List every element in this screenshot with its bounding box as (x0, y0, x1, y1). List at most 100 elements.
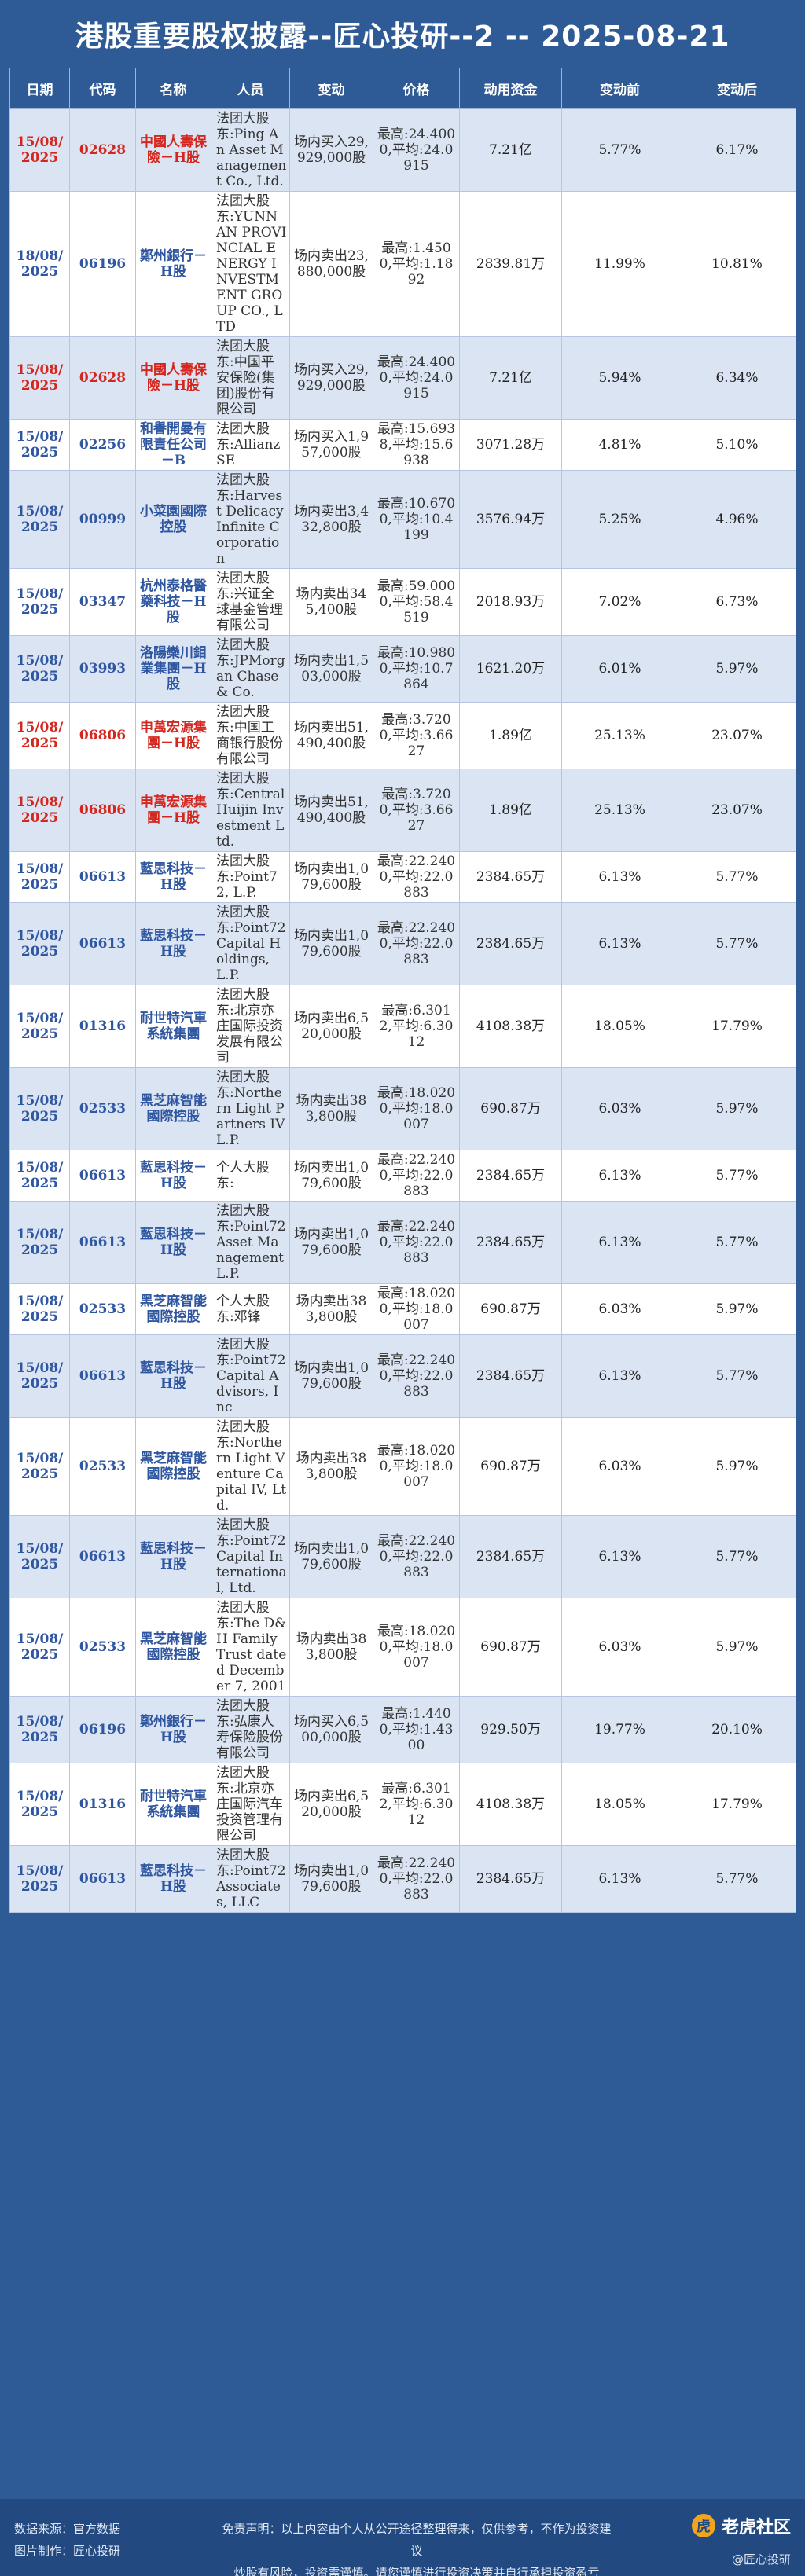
cell-action: 场内买入29,929,000股 (289, 108, 373, 192)
cell-action: 场内卖出383,800股 (289, 1417, 373, 1516)
cell-funds: 929.50万 (459, 1696, 562, 1763)
author-handle: @匠心投研 (731, 2552, 791, 2567)
cell-action: 场内卖出1,079,600股 (289, 1845, 373, 1913)
cell-name: 藍思科技－H股 (135, 851, 211, 903)
page-title: 港股重要股权披露--匠心投研--2 -- 2025-08-21 (75, 20, 730, 53)
cell-funds: 2018.93万 (459, 568, 562, 636)
cell-code: 06806 (69, 769, 136, 852)
cell-person: 法团大股东:YUNNAN PROVINCIAL ENERGY INVESTMEN… (211, 191, 290, 337)
cell-before: 18.05% (561, 1763, 678, 1846)
cell-price: 最高:22.2400,平均:22.0883 (373, 1515, 460, 1598)
disclaimer-line-1: 免责声明：以上内容由个人从公开途径整理得来，仅供参考，不作为投资建议 (222, 2522, 612, 2558)
cell-person: 个人大股东:邓锋 (211, 1283, 290, 1335)
cell-person: 个人大股东: (211, 1150, 290, 1202)
cell-price: 最高:3.7200,平均:3.6627 (373, 769, 460, 852)
cell-date: 15/08/2025 (9, 985, 70, 1068)
cell-price: 最高:1.4400,平均:1.4300 (373, 1696, 460, 1763)
col-header-price: 价格 (373, 68, 460, 109)
cell-before: 6.13% (561, 1845, 678, 1913)
cell-before: 6.13% (561, 851, 678, 903)
cell-funds: 2384.65万 (459, 902, 562, 985)
cell-after: 23.07% (678, 702, 796, 769)
cell-date: 15/08/2025 (9, 1515, 70, 1598)
cell-code: 06196 (69, 1696, 136, 1763)
cell-before: 5.94% (561, 336, 678, 420)
brand-logo: 虎 老虎社区 (691, 2513, 791, 2538)
cell-code: 06613 (69, 1150, 136, 1202)
cell-price: 最高:18.0200,平均:18.0007 (373, 1283, 460, 1335)
cell-price: 最高:22.2400,平均:22.0883 (373, 1845, 460, 1913)
cell-name: 藍思科技－H股 (135, 1515, 211, 1598)
cell-after: 5.77% (678, 1845, 796, 1913)
cell-date: 15/08/2025 (9, 1417, 70, 1516)
cell-price: 最高:10.6700,平均:10.4199 (373, 470, 460, 569)
cell-date: 15/08/2025 (9, 769, 70, 852)
cell-funds: 2384.65万 (459, 1334, 562, 1418)
table-row: 15/08/2025 02628 中國人壽保險－H股 法团大股东:Ping An As… (9, 108, 796, 192)
cell-person: 法团大股东:兴证全球基金管理有限公司 (211, 568, 290, 636)
cell-name: 洛陽欒川鉬業集團－H股 (135, 635, 211, 703)
cell-date: 15/08/2025 (9, 902, 70, 985)
table-row: 15/08/2025 06613 藍思科技－H股 法团大股东:Point72 Asso… (9, 1845, 796, 1913)
cell-after: 5.97% (678, 1417, 796, 1516)
cell-date: 15/08/2025 (9, 1696, 70, 1763)
cell-price: 最高:18.0200,平均:18.0007 (373, 1598, 460, 1697)
cell-date: 15/08/2025 (9, 419, 70, 471)
cell-before: 6.13% (561, 1334, 678, 1418)
cell-price: 最高:22.2400,平均:22.0883 (373, 1201, 460, 1284)
cell-code: 01316 (69, 1763, 136, 1846)
cell-date: 15/08/2025 (9, 1283, 70, 1335)
cell-name: 鄭州銀行－H股 (135, 1696, 211, 1763)
cell-code: 01316 (69, 985, 136, 1068)
cell-code: 06196 (69, 191, 136, 337)
cell-action: 场内卖出1,079,600股 (289, 851, 373, 903)
cell-date: 15/08/2025 (9, 1150, 70, 1202)
cell-action: 场内卖出383,800股 (289, 1283, 373, 1335)
cell-date: 15/08/2025 (9, 470, 70, 569)
cell-action: 场内卖出383,800股 (289, 1598, 373, 1697)
tiger-icon: 虎 (691, 2514, 715, 2537)
cell-action: 场内买入1,957,000股 (289, 419, 373, 471)
cell-person: 法团大股东:弘康人寿保险股份有限公司 (211, 1696, 290, 1763)
cell-date: 15/08/2025 (9, 635, 70, 703)
cell-before: 25.13% (561, 769, 678, 852)
cell-after: 5.77% (678, 1150, 796, 1202)
cell-code: 02533 (69, 1598, 136, 1697)
cell-before: 6.03% (561, 1067, 678, 1150)
cell-code: 06613 (69, 1845, 136, 1913)
table-row: 15/08/2025 02628 中國人壽保險－H股 法团大股东:中国平安保险(集团)… (9, 336, 796, 420)
cell-date: 15/08/2025 (9, 336, 70, 420)
cell-after: 6.73% (678, 568, 796, 636)
cell-person: 法团大股东:Ping An Asset Management Co., Ltd. (211, 108, 290, 192)
cell-before: 6.13% (561, 1201, 678, 1284)
cell-before: 6.13% (561, 902, 678, 985)
cell-price: 最高:18.0200,平均:18.0007 (373, 1067, 460, 1150)
cell-price: 最高:24.4000,平均:24.0915 (373, 108, 460, 192)
cell-name: 藍思科技－H股 (135, 1845, 211, 1913)
col-header-date: 日期 (9, 68, 70, 109)
col-header-action: 变动 (289, 68, 373, 109)
cell-code: 06613 (69, 1201, 136, 1284)
cell-date: 18/08/2025 (9, 191, 70, 337)
col-header-after: 变动后 (678, 68, 796, 109)
cell-date: 15/08/2025 (9, 702, 70, 769)
cell-price: 最高:24.4000,平均:24.0915 (373, 336, 460, 420)
brand-name: 老虎社区 (721, 2518, 791, 2537)
cell-person: 法团大股东:Central Huijin Investment Ltd. (211, 769, 290, 852)
table-body: 15/08/2025 02628 中國人壽保險－H股 法团大股东:Ping An As… (9, 108, 796, 1913)
cell-date: 15/08/2025 (9, 1067, 70, 1150)
cell-funds: 7.21亿 (459, 336, 562, 420)
cell-code: 06806 (69, 702, 136, 769)
table-header-row: 日期 代码 名称 人员 变动 价格 动用资金 变动前 变动后 (9, 68, 796, 109)
cell-name: 小菜園國際控股 (135, 470, 211, 569)
col-header-funds: 动用资金 (459, 68, 562, 109)
data-source: 数据来源：官方数据 (14, 2522, 121, 2536)
cell-name: 黑芝麻智能國際控股 (135, 1417, 211, 1516)
cell-after: 4.96% (678, 470, 796, 569)
cell-after: 5.77% (678, 902, 796, 985)
cell-person: 法团大股东:Allianz SE (211, 419, 290, 471)
table-row: 15/08/2025 06613 藍思科技－H股 个人大股东: 场内卖出1,079,60… (9, 1150, 796, 1202)
cell-name: 耐世特汽車系統集團 (135, 1763, 211, 1846)
cell-name: 鄭州銀行－H股 (135, 191, 211, 337)
cell-before: 6.13% (561, 1150, 678, 1202)
